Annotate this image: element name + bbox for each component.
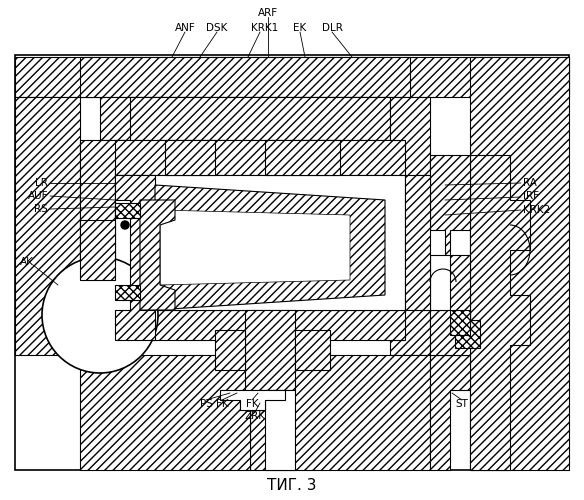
Bar — [115, 203, 140, 218]
Polygon shape — [80, 355, 265, 470]
Text: AK: AK — [20, 257, 34, 267]
Polygon shape — [115, 310, 405, 340]
Polygon shape — [265, 140, 340, 175]
Polygon shape — [250, 355, 430, 470]
Text: FK: FK — [215, 399, 228, 409]
Polygon shape — [115, 175, 155, 340]
Polygon shape — [390, 97, 430, 355]
Polygon shape — [155, 185, 385, 310]
Polygon shape — [430, 255, 450, 310]
Text: DSK: DSK — [206, 23, 228, 33]
Bar — [265, 390, 295, 470]
Text: EK: EK — [293, 23, 307, 33]
Text: PS: PS — [200, 399, 213, 409]
Polygon shape — [80, 220, 115, 280]
Polygon shape — [130, 97, 390, 140]
Text: ST: ST — [456, 399, 468, 409]
Polygon shape — [470, 155, 530, 470]
Polygon shape — [115, 140, 405, 175]
Circle shape — [42, 257, 158, 373]
Polygon shape — [140, 200, 175, 310]
Text: ANF: ANF — [175, 23, 196, 33]
Text: ΤИГ. 3: ΤИГ. 3 — [267, 478, 317, 492]
Polygon shape — [165, 140, 215, 175]
Circle shape — [121, 221, 129, 229]
Polygon shape — [220, 390, 285, 410]
Polygon shape — [80, 140, 130, 340]
Bar — [455, 320, 480, 348]
Polygon shape — [80, 57, 410, 97]
Text: RS: RS — [34, 204, 48, 214]
Text: KRK1: KRK1 — [251, 23, 279, 33]
Polygon shape — [15, 97, 80, 355]
Text: FK: FK — [246, 399, 258, 409]
Bar — [115, 285, 140, 300]
Text: ARF: ARF — [258, 8, 278, 18]
Text: IRF: IRF — [523, 191, 539, 201]
Polygon shape — [295, 330, 330, 370]
Text: RA: RA — [523, 178, 537, 188]
Text: KRK2: KRK2 — [523, 205, 550, 215]
Bar — [450, 310, 470, 335]
Text: ZRK: ZRK — [245, 411, 266, 421]
Polygon shape — [15, 57, 569, 97]
Polygon shape — [430, 155, 470, 355]
Polygon shape — [405, 175, 430, 310]
Polygon shape — [430, 355, 470, 470]
Polygon shape — [215, 330, 245, 370]
Polygon shape — [100, 97, 390, 140]
Bar — [15, 55, 569, 470]
Polygon shape — [245, 310, 295, 390]
Polygon shape — [160, 210, 350, 285]
Text: AUF: AUF — [27, 191, 48, 201]
Bar — [115, 175, 405, 310]
Text: LR: LR — [35, 178, 48, 188]
Polygon shape — [470, 57, 569, 470]
Text: DLR: DLR — [322, 23, 342, 33]
